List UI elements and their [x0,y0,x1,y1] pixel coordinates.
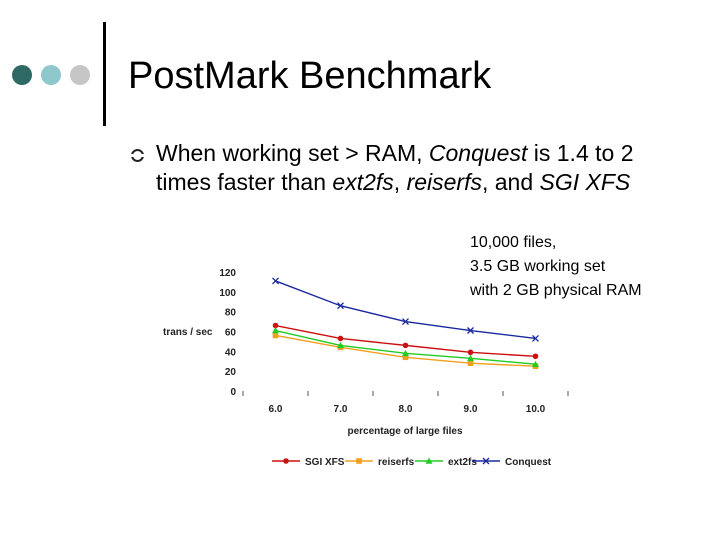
y-axis-label: trans / sec [163,327,213,338]
data-point-x [467,327,474,334]
benchmark-note: 10,000 files, 3.5 GB working set with 2 … [470,231,642,303]
data-point-x [337,302,344,310]
decor-dot-dark [12,65,32,85]
title-divider [103,22,106,126]
data-point-triangle [337,341,344,349]
data-point-circle [272,322,279,329]
note-line: 10,000 files, [470,234,557,251]
data-point-circle [402,342,409,349]
legend-label: ext2fs [448,457,477,468]
bullet-text-part: When working set > RAM, [156,140,429,166]
x-tick-label: 7.0 [334,404,348,415]
data-point-x-stroke [482,457,490,465]
bullet-text-part: , and [481,169,540,195]
data-point-circle [283,458,289,464]
data-point-circle [337,335,344,342]
legend-label: reiserfs [378,457,415,468]
chart-axes: 0 20 40 60 80 100 120 trans / sec 6.0 7.0 8.0 9.0 10… [163,268,569,437]
legend-item: reiserfs [345,457,415,468]
x-tick-label: 9.0 [464,404,478,415]
data-point-x-stroke [467,327,474,334]
bullet-text: When working set > RAM, Conquest is 1.4 … [156,139,676,197]
y-tick-label: 40 [225,347,237,358]
data-point-triangle [402,349,409,357]
data-point-x [532,334,539,342]
legend-item: ext2fs [415,457,477,468]
legend-item: SGI XFS [272,457,345,468]
bullet-text-part: , [393,169,407,195]
data-point-x-stroke [402,318,409,326]
legend-item: Conquest [472,457,552,468]
data-point-x [402,318,409,326]
data-point-x [482,457,490,465]
y-tick-label: 100 [219,288,236,299]
data-point-x [272,277,279,285]
bullet-emphasis-conquest: Conquest [428,140,528,166]
bullet-ring-icon [131,149,144,162]
data-point-x-stroke [337,302,344,310]
y-tick-label: 120 [219,268,236,279]
chart-series [272,277,539,370]
data-point-square [402,354,409,361]
data-point-x-stroke [532,334,539,342]
x-tick-label: 6.0 [269,404,283,415]
note-line: with 2 GB physical RAM [470,282,642,299]
data-point-triangle [425,457,433,464]
data-point-circle [467,349,474,356]
bullet-emphasis-reiserfs: reiserfs [406,169,482,195]
bullet-emphasis-ext2fs: ext2fs [332,169,394,195]
data-point-square [272,332,279,339]
slide-title: PostMark Benchmark [128,55,492,97]
note-line: 3.5 GB working set [470,258,606,275]
y-tick-label: 0 [230,387,236,398]
y-tick-label: 80 [225,308,237,319]
data-point-square [356,458,362,464]
data-point-triangle [272,327,279,334]
x-tick-label: 8.0 [399,404,413,415]
legend-label: Conquest [505,457,552,468]
data-point-triangle [532,360,539,368]
y-tick-label: 20 [225,367,237,378]
series-conquest [272,277,539,342]
decor-dot-light [70,65,90,85]
series-line [275,280,536,340]
data-point-x-stroke [272,277,279,285]
decor-dot-mid [41,65,61,85]
series-ext2fs [272,327,539,368]
y-tick-label: 60 [225,328,237,339]
chart-legend: SGI XFS reiserfs ext2fs Conquest [272,457,552,468]
data-point-circle [532,353,539,360]
legend-label: SGI XFS [305,457,345,468]
bullet-text-part: is 1.4 to 2 times faster than [156,140,634,195]
data-point-square [467,360,474,367]
x-tick-label: 10.0 [526,404,546,415]
bullet-emphasis-sgi-xfs: SGI XFS [539,169,631,195]
data-point-triangle [467,354,474,362]
x-axis-label: percentage of large files [347,426,462,437]
series-sgi-xfs [272,322,539,360]
